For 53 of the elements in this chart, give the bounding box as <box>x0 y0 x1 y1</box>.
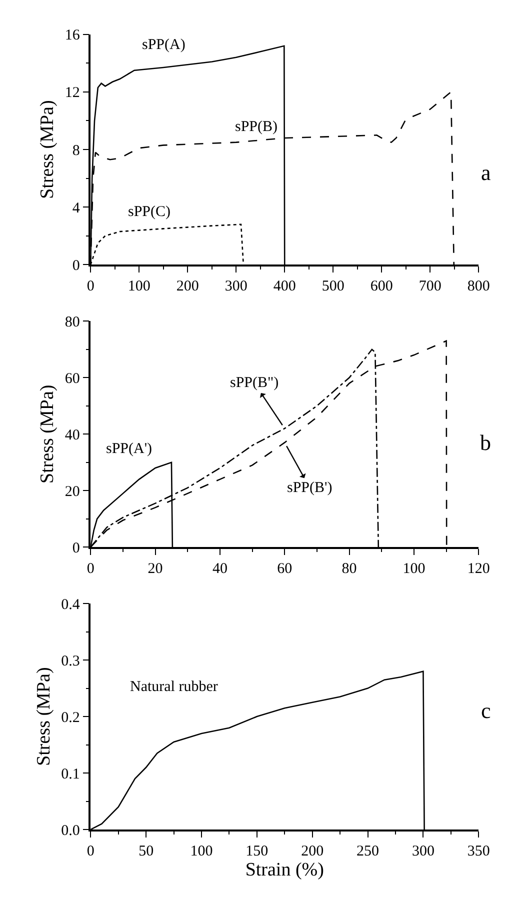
y-tick-label: 0.3 <box>61 653 80 670</box>
series-label: sPP(C) <box>128 204 171 220</box>
x-tick-label: 300 <box>412 843 434 860</box>
x-axis-title: Strain (%) <box>245 860 324 881</box>
y-tick-label: 40 <box>64 427 80 444</box>
series-label: sPP(A) <box>142 37 186 53</box>
text: Natural rubber <box>130 679 218 695</box>
y-tick-label: 60 <box>64 370 80 387</box>
text: c <box>481 698 491 723</box>
x-tick-label: 250 <box>356 843 380 860</box>
x-tick-label: 100 <box>190 843 213 860</box>
y-tick-label: 0 <box>72 540 80 556</box>
series-label: sPP(B) <box>235 119 278 135</box>
x-tick-label: 300 <box>224 278 248 294</box>
y-axis-title: Stress (MPa) <box>33 667 54 766</box>
x-tick-label: 50 <box>138 843 154 860</box>
x-tick-label: 80 <box>342 560 357 577</box>
y-axis-title: Stress (MPa) <box>37 384 58 484</box>
y-tick-label: 0.4 <box>61 596 80 613</box>
x-tick-label: 20 <box>148 560 163 577</box>
x-tick-label: 350 <box>467 843 490 860</box>
x-tick-label: 700 <box>418 278 442 294</box>
y-tick-label: 0.0 <box>61 822 80 839</box>
x-tick-label: 0 <box>86 278 94 294</box>
x-tick-label: 500 <box>322 278 344 294</box>
y-tick-label: 12 <box>64 85 80 102</box>
y-axis-title: Stress (MPa) <box>37 100 58 199</box>
x-tick-label: 800 <box>467 278 490 294</box>
x-tick-label: 100 <box>128 278 150 294</box>
y-tick-label: 20 <box>64 484 80 500</box>
x-tick-label: 0 <box>86 560 94 577</box>
y-tick-label: 4 <box>72 200 80 216</box>
y-tick-label: 8 <box>72 142 80 159</box>
x-tick-label: 0 <box>86 843 94 860</box>
x-tick-label: 120 <box>467 560 490 577</box>
x-tick-label: 200 <box>176 278 199 294</box>
text: b <box>480 430 491 455</box>
y-tick-label: 16 <box>64 28 80 44</box>
y-tick-label: 0.1 <box>61 766 80 782</box>
x-tick-label: 400 <box>273 278 296 294</box>
text: a <box>481 160 491 185</box>
x-tick-label: 200 <box>301 843 324 860</box>
x-tick-label: 100 <box>402 560 426 577</box>
x-tick-label: 150 <box>246 843 268 860</box>
x-tick-label: 40 <box>212 560 228 577</box>
y-tick-label: 0 <box>72 258 80 274</box>
text: sPP(B") <box>230 375 279 391</box>
x-tick-label: 600 <box>370 278 393 294</box>
legend-label: sPP(B') <box>287 480 332 496</box>
y-tick-label: 0.2 <box>61 710 80 726</box>
x-tick-label: 60 <box>277 560 292 577</box>
series-label: sPP(A') <box>106 441 152 457</box>
y-tick-label: 80 <box>64 314 80 330</box>
